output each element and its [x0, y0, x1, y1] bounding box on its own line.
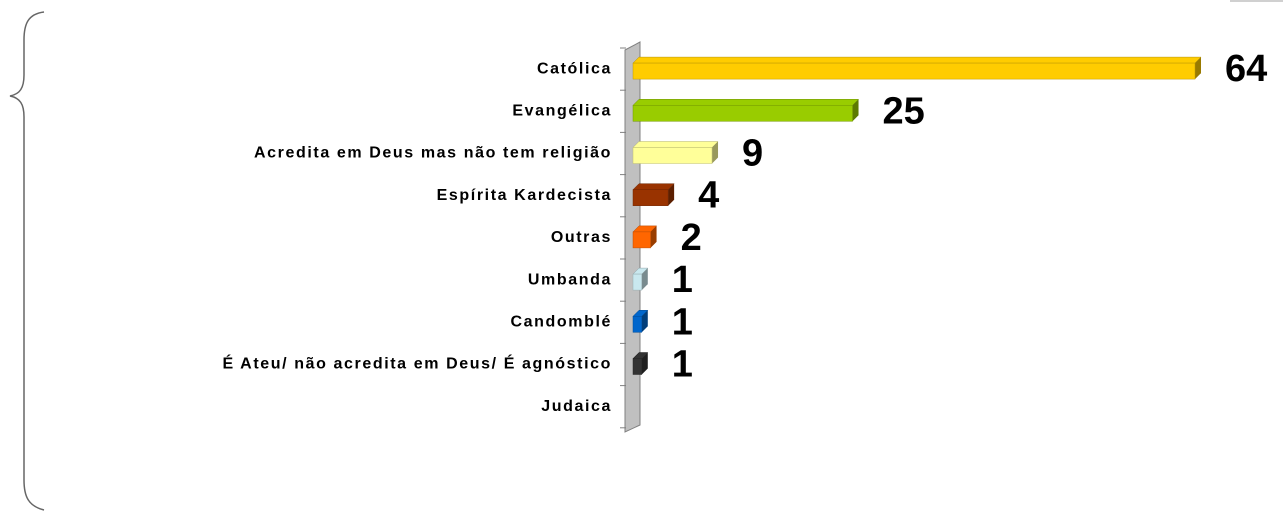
bar-top [632, 183, 675, 190]
bar [632, 358, 643, 375]
bar-side [641, 352, 648, 375]
value-label: 9 [742, 133, 763, 175]
bar [632, 231, 651, 249]
bar-side [712, 141, 719, 164]
bar [632, 189, 669, 206]
value-label: 64 [1225, 48, 1267, 90]
bar [632, 105, 853, 122]
category-label: Umbanda [528, 271, 612, 288]
bar-top [632, 141, 719, 148]
value-label: 1 [672, 259, 693, 301]
bar [632, 147, 713, 164]
bar [632, 316, 643, 333]
value-label: 4 [698, 175, 719, 217]
value-label: 25 [883, 90, 925, 132]
category-label: Acredita em Deus mas não tem religião [254, 145, 612, 162]
bar-side [668, 183, 675, 206]
bar-side [641, 268, 648, 291]
category-label: Candomblé [510, 314, 612, 331]
bar-side [852, 99, 859, 122]
category-label: Evangélica [512, 103, 612, 120]
bar-top [632, 56, 1202, 64]
category-label: Outras [551, 229, 612, 246]
value-label: 1 [672, 344, 693, 386]
bar [632, 62, 1196, 80]
value-label: 2 [681, 217, 702, 259]
bar [632, 273, 643, 291]
category-label: Espírita Kardecista [437, 187, 612, 204]
axis-wall [624, 41, 641, 433]
bar-side [641, 310, 648, 333]
category-label: Católica [537, 60, 612, 77]
bar-side [650, 225, 657, 248]
bar-side [1195, 57, 1201, 80]
category-label: Judaica [541, 398, 612, 415]
bar-top [632, 99, 860, 106]
value-label: 1 [672, 301, 693, 343]
brace [9, 11, 45, 511]
category-label: É Ateu/ não acredita em Deus/ É agnóstic… [222, 354, 612, 373]
